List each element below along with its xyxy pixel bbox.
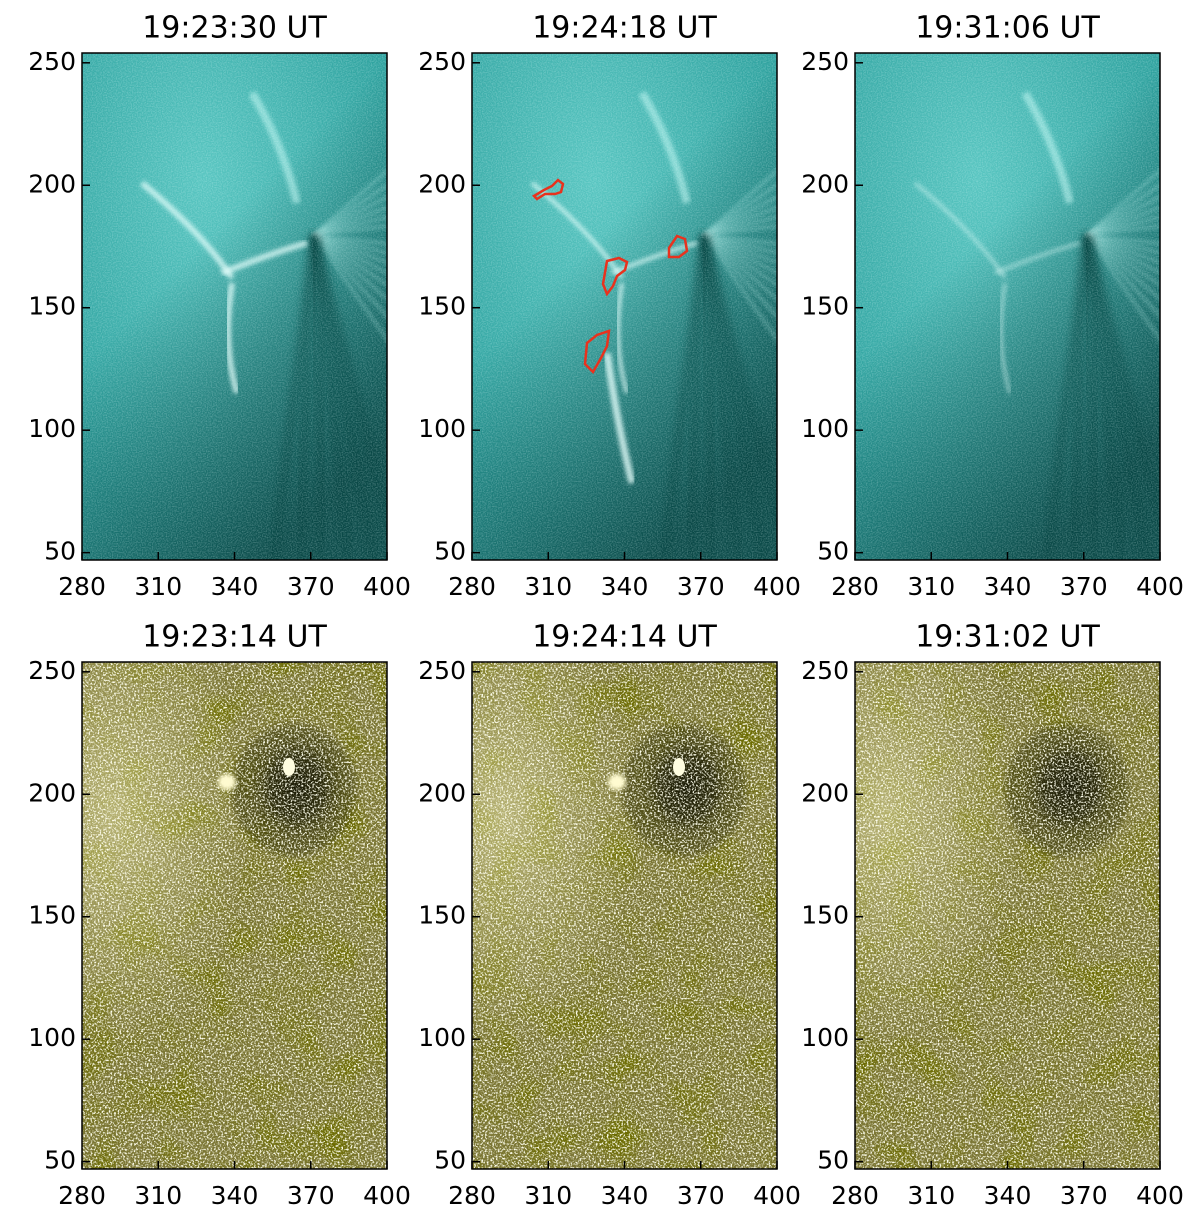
x-tick-label: 340 [601,1181,649,1210]
speckle [855,662,1160,1169]
y-tick-label: 250 [418,47,466,76]
panel-title: 19:24:14 UT [532,620,717,655]
panel-title: 19:31:06 UT [915,11,1100,46]
x-tick-label: 400 [753,1181,801,1210]
flare-kernel [673,758,685,776]
x-tick-label: 370 [677,572,725,601]
solar-image [82,662,387,1169]
panel-title: 19:24:18 UT [532,11,717,46]
x-tick-label: 310 [524,1181,572,1210]
y-tick-label: 100 [801,1023,849,1052]
x-tick-label: 400 [363,1181,411,1210]
x-tick-label: 310 [907,1181,955,1210]
x-tick-label: 400 [1136,572,1184,601]
x-tick-label: 280 [58,572,106,601]
panel-title: 19:23:14 UT [142,620,327,655]
y-tick-label: 50 [434,537,466,566]
x-tick-label: 340 [601,572,649,601]
y-tick-label: 250 [418,656,466,685]
noise [82,53,387,560]
y-tick-label: 200 [418,778,466,807]
flare-kernel [608,774,626,790]
x-tick-label: 370 [287,1181,335,1210]
contour [667,234,689,259]
y-tick-label: 200 [801,169,849,198]
speckle [82,662,387,1169]
flare-kernel [283,758,295,776]
x-tick-label: 310 [907,572,955,601]
y-tick-label: 200 [801,778,849,807]
x-tick-label: 310 [134,1181,182,1210]
x-tick-label: 370 [287,572,335,601]
contour [531,178,565,201]
x-tick-label: 400 [753,572,801,601]
y-tick-label: 250 [801,47,849,76]
panel: 19:31:02 UT 280 310 340 370 400 50 100 150 200 250 [801,620,1184,1211]
x-tick-label: 280 [448,572,496,601]
y-tick-label: 50 [817,1146,849,1175]
x-tick-label: 370 [1060,572,1108,601]
noise [472,53,777,560]
x-tick-label: 400 [363,572,411,601]
noise [855,53,1160,560]
x-tick-label: 280 [58,1181,106,1210]
panel: 19:24:18 UT 280 310 340 370 400 50 100 150 200 250 [418,11,801,602]
y-tick-label: 100 [28,1023,76,1052]
y-tick-label: 150 [418,901,466,930]
y-tick-label: 50 [817,537,849,566]
panel: 19:23:30 UT 280 310 340 370 400 50 100 150 200 250 [28,11,411,602]
y-tick-label: 150 [28,292,76,321]
contour [601,256,629,297]
solar-image [472,53,777,560]
x-tick-label: 340 [984,1181,1032,1210]
panel: 19:24:14 UT 280 310 340 370 400 50 100 150 200 250 [418,620,801,1211]
y-tick-label: 250 [28,47,76,76]
y-tick-label: 100 [418,1023,466,1052]
x-tick-label: 280 [831,572,879,601]
y-tick-label: 100 [801,414,849,443]
y-tick-label: 200 [28,169,76,198]
y-tick-label: 250 [801,656,849,685]
y-tick-label: 150 [801,292,849,321]
solar-image [472,662,777,1169]
panel: 19:31:06 UT 280 310 340 370 400 50 100 150 200 250 [801,11,1184,602]
x-tick-label: 340 [211,1181,259,1210]
flare-kernel [218,774,236,790]
x-tick-label: 370 [1060,1181,1108,1210]
panel-title: 19:31:02 UT [915,620,1100,655]
y-tick-label: 50 [44,1146,76,1175]
x-tick-label: 280 [831,1181,879,1210]
y-tick-label: 50 [434,1146,466,1175]
x-tick-label: 280 [448,1181,496,1210]
x-tick-label: 370 [677,1181,725,1210]
y-tick-label: 250 [28,656,76,685]
solar-image [82,53,387,560]
solar-image [855,662,1160,1169]
y-tick-label: 150 [801,901,849,930]
y-tick-label: 150 [28,901,76,930]
panel-title: 19:23:30 UT [142,11,327,46]
y-tick-label: 150 [418,292,466,321]
y-tick-label: 200 [28,778,76,807]
solar-image [855,53,1160,560]
x-tick-label: 310 [134,572,182,601]
x-tick-label: 310 [524,572,572,601]
x-tick-label: 400 [1136,1181,1184,1210]
y-tick-label: 100 [28,414,76,443]
y-tick-label: 50 [44,537,76,566]
panel: 19:23:14 UT 280 310 340 370 400 50 100 150 200 250 [28,620,411,1211]
y-tick-label: 100 [418,414,466,443]
y-tick-label: 200 [418,169,466,198]
x-tick-label: 340 [984,572,1032,601]
x-tick-label: 340 [211,572,259,601]
contour [583,329,611,375]
speckle [472,662,777,1169]
